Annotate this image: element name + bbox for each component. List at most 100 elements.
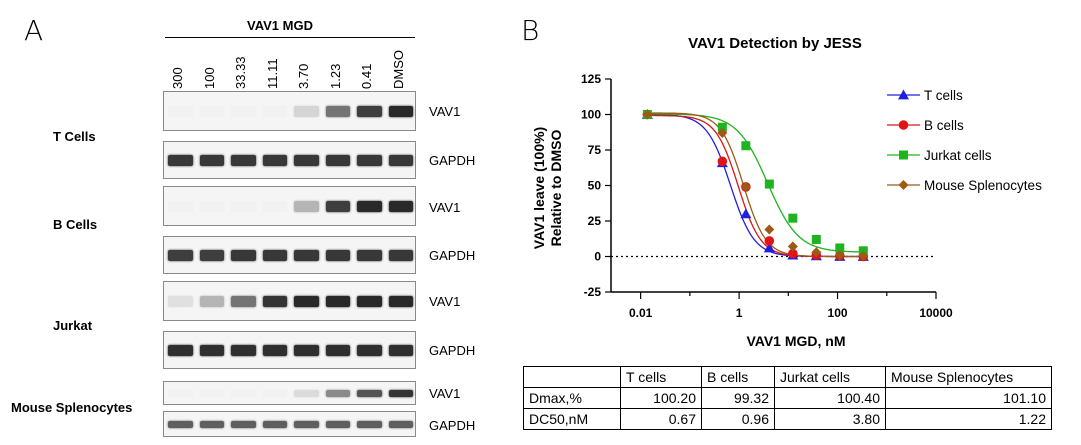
- blot-band: [231, 201, 256, 212]
- cell-label-b-cells: B Cells: [53, 217, 98, 232]
- blot-band: [294, 421, 319, 428]
- protein-label-gapdh: GAPDH: [429, 248, 476, 263]
- blot-band: [325, 421, 350, 428]
- cell-label-t-cells: T Cells: [53, 129, 96, 144]
- blot-band: [199, 250, 224, 261]
- blot-band: [294, 201, 319, 212]
- blot-title: VAV1 MGD: [247, 18, 313, 33]
- table-row: DC50,nM 0.67 0.96 3.80 1.22: [523, 408, 1052, 430]
- table-cell: Dmax,%: [523, 387, 621, 409]
- blot-band: [231, 155, 256, 166]
- blot-band: [325, 345, 350, 356]
- blot-band: [231, 250, 256, 261]
- blot-band: [294, 106, 319, 117]
- table-header-cell: [523, 366, 621, 388]
- dose-label: 11.11: [264, 58, 280, 89]
- data-point: [858, 250, 869, 261]
- blot-band: [168, 345, 193, 356]
- blot-band: [231, 296, 256, 307]
- data-point: [788, 213, 798, 223]
- blot-gapdh: [163, 236, 416, 274]
- blot-band: [357, 296, 382, 307]
- blot-band: [294, 296, 319, 307]
- data-points: [641, 109, 869, 262]
- blot-gapdh: [163, 331, 416, 369]
- cell-label-mouse-splenocytes: Mouse Splenocytes: [11, 400, 133, 415]
- blot-band: [294, 345, 319, 356]
- protein-label-vav1: VAV1: [429, 386, 461, 401]
- blot-band: [262, 296, 287, 307]
- blot-vav1: [163, 281, 416, 321]
- data-point: [740, 208, 752, 219]
- y-tick-label: 0: [594, 250, 601, 264]
- data-point: [717, 122, 727, 132]
- fit-curve-t-cells: [647, 113, 864, 258]
- data-point: [642, 109, 653, 120]
- blot-band: [168, 296, 193, 307]
- blot-band: [262, 155, 287, 166]
- table-header-cell: Mouse Splenocytes: [885, 366, 1052, 388]
- protein-label-gapdh: GAPDH: [429, 343, 476, 358]
- legend-marker: [898, 120, 909, 130]
- legend: T cells B cells Jurkat cells Mouse Splenocy…: [887, 88, 1042, 193]
- y-tick-label: 100: [581, 108, 601, 122]
- y-axis-label-line2: Relative to DMSO: [548, 130, 564, 247]
- y-tick-label: 50: [588, 179, 602, 193]
- blot-band: [325, 250, 350, 261]
- x-tick-label: 0.01: [629, 306, 653, 320]
- table-cell: 1.22: [885, 408, 1052, 430]
- blot-band: [357, 155, 382, 166]
- table-header-cell: T cells: [620, 366, 702, 388]
- table-cell: 0.96: [701, 408, 775, 430]
- y-tick-label: 75: [588, 143, 602, 157]
- fit-curve-mouse-splenocytes: [647, 112, 864, 258]
- blot-band: [357, 345, 382, 356]
- fit-curve-jurkat-cells: [647, 113, 864, 253]
- blot-band: [168, 155, 193, 166]
- table-cell: DC50,nM: [523, 408, 621, 430]
- blot-band: [388, 250, 413, 261]
- table-header-cell: Jurkat cells: [774, 366, 886, 388]
- blot-band: [199, 296, 224, 307]
- panel-a-letter: A: [24, 14, 44, 47]
- x-tick-label: 1: [736, 306, 743, 320]
- legend-label: Jurkat cells: [924, 148, 992, 163]
- blot-band: [199, 155, 224, 166]
- blot-vav1: [163, 186, 416, 226]
- x-tick-label: 10000: [919, 306, 953, 320]
- blot-band: [168, 106, 193, 117]
- data-point: [787, 241, 798, 252]
- fit-curves: [647, 112, 864, 258]
- blot-band: [262, 106, 287, 117]
- blot-band: [231, 345, 256, 356]
- blot-band: [357, 106, 382, 117]
- dose-label: 300: [170, 67, 185, 89]
- dose-label: 100: [201, 67, 217, 89]
- blot-band: [294, 155, 319, 166]
- blot-band: [388, 345, 413, 356]
- y-tick-label: -25: [584, 285, 602, 299]
- blot-band: [388, 296, 413, 307]
- blot-band: [294, 250, 319, 261]
- blot-band: [325, 296, 350, 307]
- dose-label: 33.33: [233, 56, 248, 89]
- blot-band: [325, 390, 350, 397]
- blot-band: [388, 106, 413, 117]
- data-point: [717, 127, 728, 138]
- summary-table: T cells B cells Jurkat cells Mouse Splen…: [523, 366, 1052, 430]
- table-cell: 99.32: [701, 387, 775, 409]
- panel-b-letter: B: [521, 14, 540, 47]
- blot-vav1: [163, 381, 416, 405]
- data-point: [811, 247, 822, 258]
- legend-label: B cells: [924, 118, 964, 133]
- blot-band: [199, 421, 224, 428]
- data-point: [764, 224, 775, 235]
- protein-label-vav1: VAV1: [429, 294, 461, 309]
- y-axis-label-line1: VAV1 leave (100%): [531, 127, 547, 249]
- blot-band: [262, 201, 287, 212]
- dose-label: 1.23: [327, 63, 343, 89]
- blot-band: [357, 390, 382, 397]
- x-tick-label: 100: [828, 306, 848, 320]
- blot-title-underline: [165, 37, 415, 38]
- data-point: [764, 179, 774, 189]
